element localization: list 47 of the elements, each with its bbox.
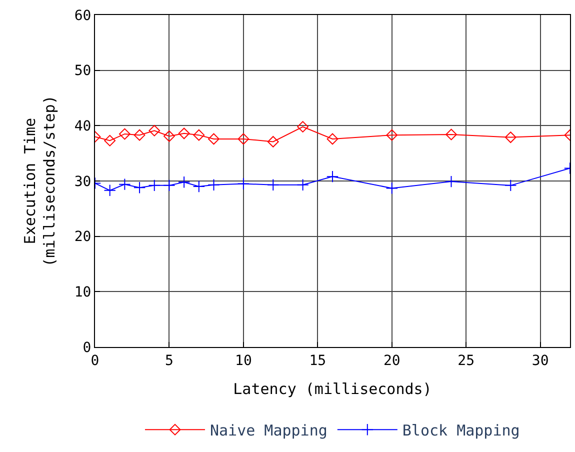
point — [238, 133, 250, 145]
point — [134, 129, 146, 141]
point — [148, 179, 160, 192]
point — [267, 178, 280, 191]
y-tick-label: 0 — [82, 340, 92, 356]
point — [297, 121, 309, 132]
y-tick-label: 40 — [74, 118, 92, 135]
point — [326, 170, 339, 183]
point — [118, 178, 131, 190]
point — [326, 133, 338, 145]
point — [386, 182, 398, 194]
y-tick-label: 60 — [74, 8, 92, 24]
x-tick-label: 25 — [458, 352, 475, 369]
point — [164, 130, 175, 142]
legend-label: Block Mapping — [402, 422, 520, 440]
y-axis-title: Execution Time (milliseconds/step) — [21, 95, 59, 267]
x-tick-label: 10 — [235, 352, 252, 369]
point — [148, 124, 160, 136]
point — [296, 178, 309, 191]
point — [192, 180, 206, 193]
point — [163, 179, 176, 192]
x-tick-label: 20 — [383, 352, 400, 369]
x-tick-label: 5 — [165, 352, 174, 369]
point — [446, 128, 457, 140]
x-axis-title: Latency (milliseconds) — [233, 380, 432, 398]
point — [178, 176, 190, 188]
point — [118, 128, 130, 140]
point — [104, 184, 116, 197]
point — [267, 136, 279, 148]
legend-label: Naive Mapping — [210, 422, 328, 440]
point — [193, 129, 205, 141]
point — [178, 128, 190, 140]
x-tick-label: 30 — [532, 352, 549, 369]
y-tick-label: 50 — [74, 63, 92, 80]
y-tick-label: 30 — [74, 174, 92, 190]
y-tick-label: 10 — [74, 284, 92, 301]
point — [208, 133, 220, 145]
point — [133, 182, 146, 194]
point — [445, 175, 458, 188]
point — [104, 134, 116, 146]
y-tick-label: 20 — [74, 229, 92, 246]
point — [504, 132, 516, 143]
point — [237, 178, 250, 190]
point — [504, 179, 517, 192]
point — [386, 129, 398, 141]
point — [208, 178, 220, 191]
x-tick-label: 15 — [309, 352, 326, 369]
